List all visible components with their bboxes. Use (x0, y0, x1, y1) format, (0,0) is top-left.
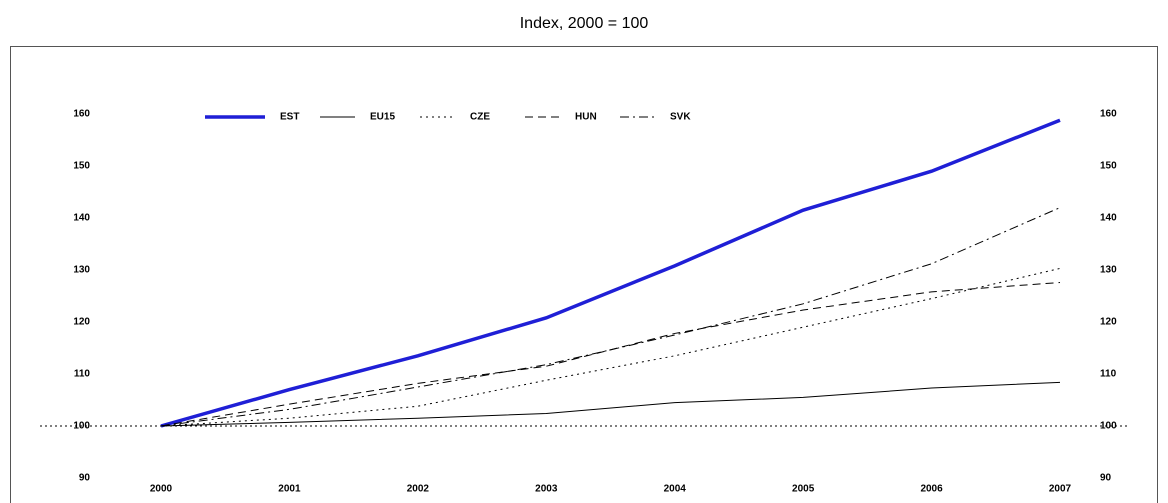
x-tick-label: 2002 (407, 484, 430, 495)
x-tick-label: 2003 (535, 484, 558, 495)
series-line (160, 207, 1061, 427)
y-tick-label: 150 (73, 161, 90, 172)
x-tick-label: 2004 (664, 484, 687, 495)
y-tick-label: 130 (73, 265, 90, 276)
legend-label: SVK (670, 112, 691, 123)
x-tick-label: 2007 (1049, 484, 1072, 495)
x-tick-label: 2006 (920, 484, 943, 495)
y2-tick-label: 160 (1100, 109, 1117, 120)
series-line (160, 267, 1061, 427)
chart-frame (10, 46, 1158, 503)
legend-label: EST (280, 112, 299, 123)
x-tick-label: 2001 (278, 484, 301, 495)
legend-label: HUN (575, 112, 597, 123)
y2-tick-label: 150 (1100, 161, 1117, 172)
y2-tick-label: 110 (1100, 369, 1117, 380)
y-tick-label: 120 (73, 317, 90, 328)
x-tick-label: 2005 (792, 484, 815, 495)
legend-label: CZE (470, 112, 490, 123)
y2-tick-label: 90 (1100, 473, 1112, 484)
series-line (160, 381, 1061, 427)
y2-tick-label: 140 (1100, 213, 1117, 224)
y2-tick-label: 100 (1100, 421, 1117, 432)
y-tick-label: 110 (74, 369, 91, 380)
series-line (160, 118, 1061, 428)
y-tick-label: 90 (79, 473, 91, 484)
chart-title: Index, 2000 = 100 (520, 15, 649, 32)
series-line (160, 281, 1061, 427)
legend-label: EU15 (370, 112, 395, 123)
x-tick-label: 2000 (150, 484, 173, 495)
y2-tick-label: 120 (1100, 317, 1117, 328)
y2-tick-label: 130 (1100, 265, 1117, 276)
y-tick-label: 140 (73, 213, 90, 224)
y-tick-label: 160 (73, 109, 90, 120)
